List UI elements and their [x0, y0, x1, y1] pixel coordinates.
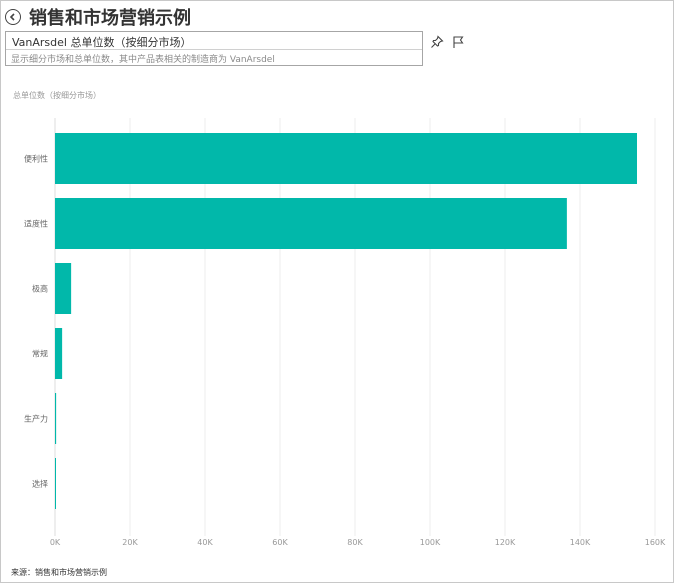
back-arrow-icon[interactable]	[5, 9, 21, 25]
bar	[55, 458, 56, 509]
source-label: 来源：销售和市场营销示例	[11, 568, 107, 577]
x-tick-label: 80K	[347, 538, 363, 547]
back-arrow-glyph	[9, 13, 15, 21]
x-tick-label: 140K	[570, 538, 591, 547]
x-tick-label: 120K	[495, 538, 516, 547]
bar	[55, 328, 63, 379]
x-tick-label: 100K	[420, 538, 441, 547]
bar	[55, 393, 57, 444]
qa-restatement-hint: 显示细分市场和总单位数，其中产品表相关的制造商为 VanArsdel	[11, 55, 275, 65]
qa-question-box[interactable]: VanArsdel 总单位数（按细分市场） 显示细分市场和总单位数，其中产品表相…	[5, 31, 423, 66]
chart-title: 总单位数（按细分市场）	[13, 91, 101, 100]
x-tick-label: 160K	[645, 538, 666, 547]
y-category-label: 生产力	[24, 414, 48, 424]
x-tick-label: 0K	[50, 538, 61, 547]
y-category-label: 常规	[32, 349, 48, 359]
bar	[55, 263, 72, 314]
x-tick-label: 20K	[122, 538, 138, 547]
y-category-label: 便利性	[24, 154, 48, 164]
pin-icon[interactable]	[430, 34, 444, 48]
bar	[55, 133, 637, 184]
bar-chart: 0K 20K 40K 60K 80K 100K 120K 140K 160K 便利性适度性极高常规…	[24, 118, 666, 547]
qa-divider	[6, 49, 422, 50]
y-category-label: 极高	[32, 284, 48, 294]
y-category-label: 选择	[32, 479, 48, 489]
flag-icon[interactable]	[451, 34, 465, 48]
x-tick-label: 60K	[272, 538, 288, 547]
bar	[55, 198, 567, 249]
qa-question-input[interactable]: VanArsdel 总单位数（按细分市场）	[12, 36, 192, 49]
y-category-label: 适度性	[24, 219, 48, 229]
page-title: 销售和市场营销示例	[29, 8, 191, 29]
x-tick-label: 40K	[197, 538, 213, 547]
